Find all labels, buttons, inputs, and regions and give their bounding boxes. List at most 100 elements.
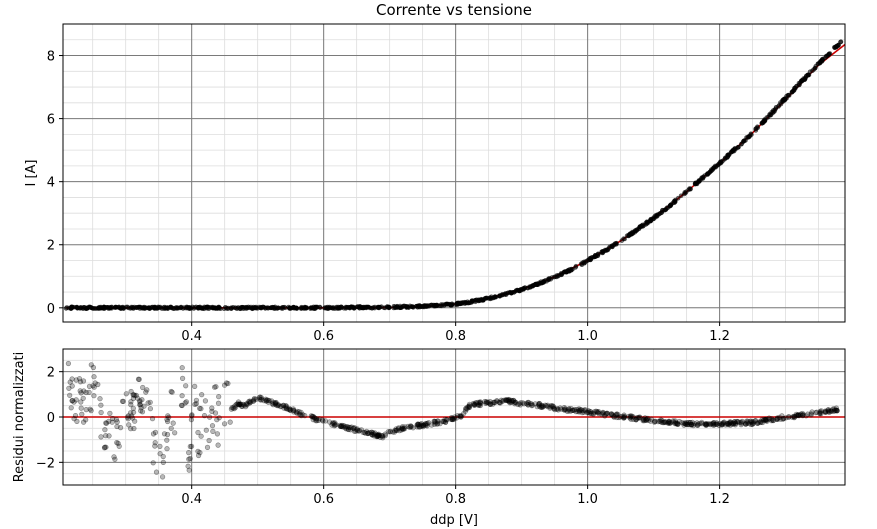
data-point	[700, 176, 706, 181]
data-point	[374, 433, 380, 439]
residuals-panel: 0.4 0.6 0.8 1.0 1.2 −2 0 2 ddp [V] Residui norm…	[12, 348, 846, 528]
data-point	[834, 408, 840, 414]
data-point	[503, 397, 509, 403]
data-point	[829, 408, 835, 414]
data-point	[238, 401, 245, 407]
data-point	[371, 433, 377, 439]
data-point	[123, 391, 129, 397]
data-point	[251, 398, 257, 404]
data-point	[268, 305, 274, 310]
data-point	[169, 389, 175, 395]
data-point	[182, 400, 188, 406]
data-point	[106, 433, 112, 439]
data-point	[247, 398, 253, 404]
data-point	[435, 420, 441, 427]
data-point	[507, 400, 513, 406]
data-point	[466, 404, 472, 411]
data-point	[725, 152, 730, 158]
data-point	[322, 418, 329, 424]
x-tick-label: 0.4	[181, 329, 202, 344]
data-point	[833, 405, 840, 411]
data-point	[732, 420, 738, 427]
data-point	[332, 420, 338, 426]
data-point	[256, 304, 262, 310]
data-point	[71, 399, 77, 405]
data-point	[652, 418, 658, 425]
data-point	[280, 402, 287, 409]
y-tick-label: 2	[47, 239, 55, 254]
data-point	[159, 306, 165, 311]
data-point	[88, 362, 94, 368]
data-point	[343, 304, 349, 310]
data-point	[186, 450, 192, 456]
data-point	[735, 419, 742, 425]
data-point	[351, 428, 357, 434]
data-point	[174, 305, 179, 310]
data-point	[179, 393, 185, 399]
data-point	[518, 400, 524, 406]
data-point	[199, 392, 205, 398]
data-point	[566, 408, 572, 414]
data-point	[139, 409, 146, 415]
data-point	[672, 419, 679, 425]
data-point	[102, 427, 108, 433]
data-point	[97, 396, 103, 402]
data-point	[180, 375, 186, 382]
data-point	[831, 406, 837, 412]
data-point	[348, 427, 354, 433]
data-point	[399, 425, 405, 431]
data-point	[822, 409, 829, 415]
data-point	[86, 383, 93, 390]
data-point	[484, 399, 491, 406]
data-point	[731, 419, 738, 425]
data-point	[473, 400, 479, 406]
data-point	[672, 418, 678, 424]
data-point	[457, 413, 463, 419]
data-point	[651, 419, 658, 425]
data-point	[530, 283, 536, 288]
data-point	[768, 416, 775, 422]
data-point	[160, 474, 166, 480]
data-point	[645, 417, 652, 423]
data-point	[587, 410, 593, 416]
data-point	[80, 395, 86, 401]
data-point	[128, 426, 134, 432]
data-point	[299, 304, 304, 310]
data-point	[136, 376, 142, 383]
data-point	[273, 402, 279, 408]
data-point	[818, 408, 824, 414]
data-point	[114, 440, 120, 446]
data-point	[727, 420, 733, 426]
data-point	[762, 417, 768, 423]
data-point	[163, 305, 169, 311]
data-point	[676, 418, 683, 425]
data-point	[564, 408, 571, 415]
data-point	[720, 420, 726, 426]
data-point	[685, 421, 691, 427]
data-point	[799, 410, 806, 417]
data-point	[555, 407, 561, 413]
data-point	[103, 444, 109, 450]
data-point	[621, 415, 627, 421]
data-point	[749, 421, 756, 427]
x-tick-label: 1.2	[709, 492, 730, 507]
data-point	[119, 398, 126, 404]
data-point	[702, 421, 708, 427]
data-point	[795, 412, 801, 418]
data-point	[416, 303, 422, 309]
data-point	[442, 419, 449, 425]
data-point	[542, 402, 548, 408]
data-point	[689, 419, 696, 426]
data-point	[800, 412, 806, 418]
data-point	[694, 181, 699, 186]
data-point	[286, 405, 293, 412]
data-point	[727, 419, 733, 425]
y-axis-label-residuals: Residui normalizzati	[12, 352, 27, 483]
data-point	[88, 408, 94, 414]
data-point	[512, 399, 518, 405]
data-point	[331, 421, 337, 427]
data-point	[210, 428, 216, 435]
data-point	[791, 413, 797, 419]
data-point	[520, 287, 526, 292]
data-point	[80, 419, 87, 425]
